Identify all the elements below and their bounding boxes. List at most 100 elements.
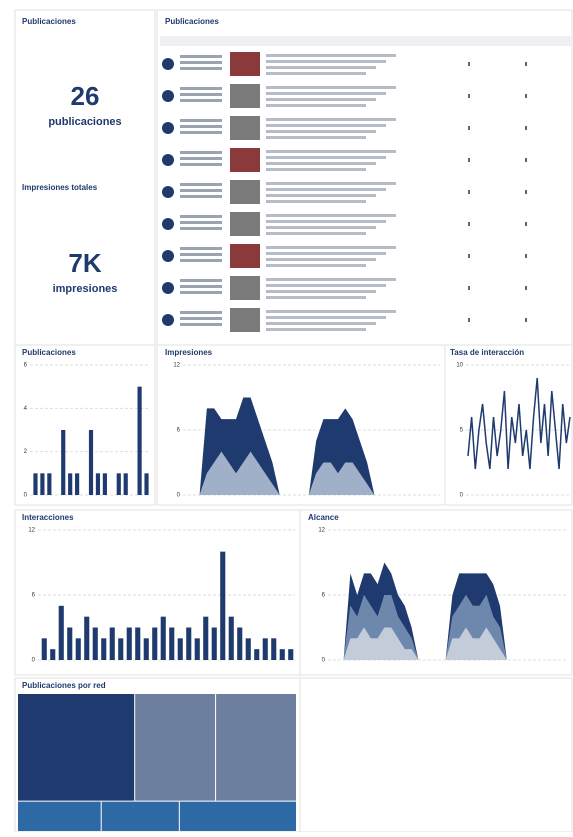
bar [76,638,81,660]
avatar [162,122,174,134]
cell [468,94,470,98]
kpi-unit: publicaciones [48,116,121,128]
cell [468,158,470,162]
text-line [266,194,376,197]
text-line [180,291,222,294]
y-tick-label: 6 [32,593,36,599]
text-line [266,156,386,159]
bar [212,628,217,661]
chart-title: Tasa de interacción [450,348,524,357]
chart-title: Publicaciones por red [22,681,106,690]
table-rows [162,52,527,332]
avatar [162,90,174,102]
text-line [180,247,222,250]
bar [110,628,115,661]
text-line [266,226,376,229]
bar [271,638,276,660]
cell [525,94,527,98]
kpi-title: Publicaciones [22,17,76,26]
text-line [266,246,396,249]
text-line [180,87,222,90]
text-line [180,279,222,282]
bar [144,638,149,660]
thumbnail [230,84,260,108]
bar [118,638,123,660]
treemap-cell [180,802,296,831]
text-line [180,151,222,154]
bar [68,473,72,495]
text-line [180,157,222,160]
text-line [266,278,396,281]
avatar [162,154,174,166]
text-line [180,253,222,256]
text-line [180,55,222,58]
text-line [266,290,376,293]
y-tick-label: 12 [28,528,35,534]
bar [138,387,142,495]
page: Publicaciones 26 publicaciones Impresion… [0,0,573,832]
kpi-value: 26 [71,81,100,111]
y-tick-label: 4 [24,406,28,412]
bar [93,628,98,661]
text-line [266,136,366,139]
bar [254,649,259,660]
y-tick-label: 2 [24,449,28,455]
bar [127,628,132,661]
text-line [180,311,222,314]
thumbnail [230,180,260,204]
bar [161,617,166,660]
bar [288,649,293,660]
cell [468,62,470,66]
chart-title: Impresiones [165,348,213,357]
text-line [180,163,222,166]
y-tick-label: 0 [24,493,28,499]
bar [186,628,191,661]
text-line [266,328,366,331]
bar [117,473,121,495]
text-line [266,118,396,121]
avatar [162,282,174,294]
y-tick-label: 12 [173,363,180,369]
bar [195,638,200,660]
avatar [162,314,174,326]
chart-title: Publicaciones [22,348,76,357]
y-tick-label: 6 [177,428,181,434]
text-line [266,168,366,171]
cell [525,254,527,258]
text-line [266,104,366,107]
text-line [266,130,376,133]
text-line [180,119,222,122]
text-line [266,124,386,127]
kpi-unit: impresiones [53,283,118,295]
text-line [266,220,386,223]
cell [468,254,470,258]
text-line [266,252,386,255]
bar [96,473,100,495]
y-tick-label: 0 [322,658,326,664]
bar [59,606,64,660]
cell [525,222,527,226]
y-tick-label: 5 [460,428,464,434]
text-line [180,259,222,262]
text-line [180,183,222,186]
bar [144,473,148,495]
text-line [266,66,376,69]
text-line [266,150,396,153]
text-line [266,322,376,325]
bar [61,430,65,495]
bar [47,473,51,495]
text-line [266,258,376,261]
text-line [266,72,366,75]
chart-title: Alcance [308,513,339,522]
bar [135,628,140,661]
text-line [266,232,366,235]
thumbnail [230,52,260,76]
dashboard: Publicaciones 26 publicaciones Impresion… [0,0,573,832]
bar [124,473,128,495]
cell [525,126,527,130]
text-line [180,285,222,288]
treemap-cell [135,694,215,801]
thumbnail [230,308,260,332]
cell [468,286,470,290]
bar [237,628,242,661]
